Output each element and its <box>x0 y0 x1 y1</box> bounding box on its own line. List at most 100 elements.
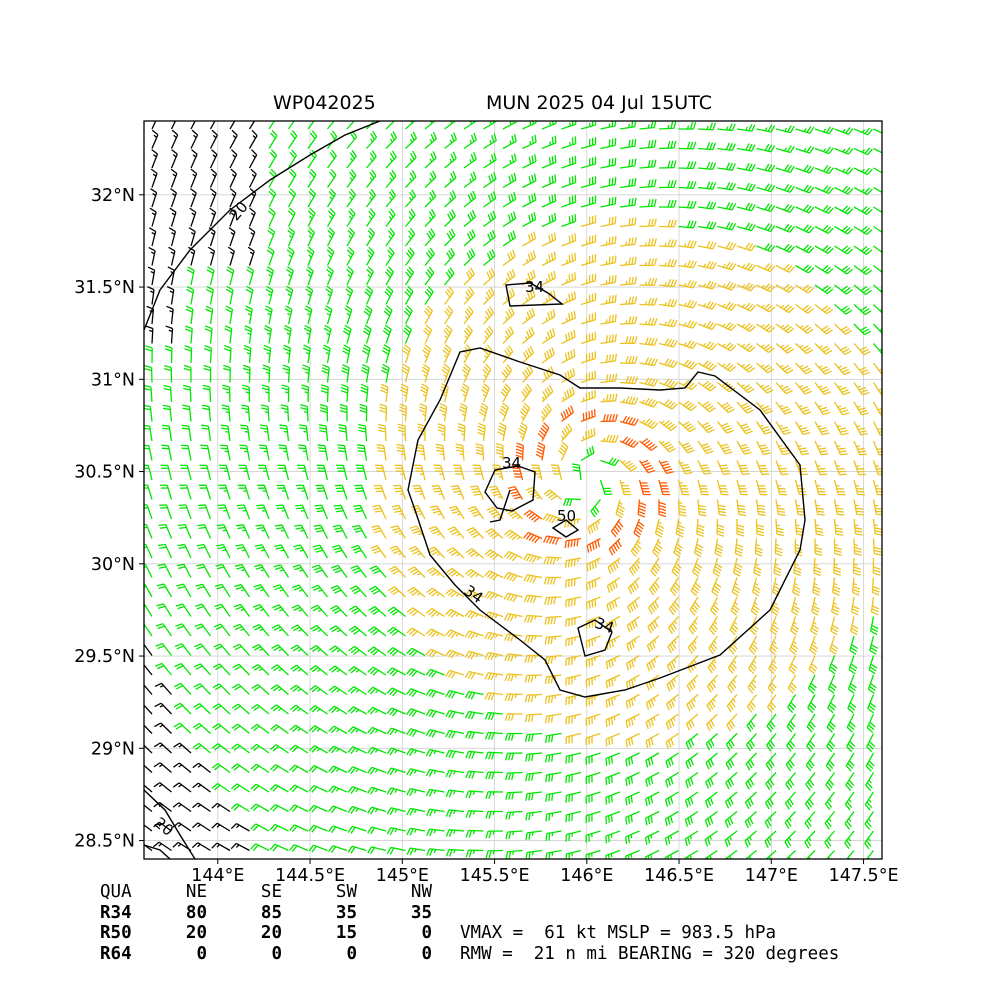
wind-barb <box>814 518 824 536</box>
wind-barb <box>245 285 254 305</box>
wind-barb <box>834 362 852 376</box>
wind-barb <box>792 577 801 597</box>
wind-barb <box>307 188 317 208</box>
wind-barb <box>463 248 476 266</box>
cell: 0 <box>421 943 432 964</box>
wind-barb <box>725 772 738 790</box>
wind-barb <box>144 583 153 598</box>
wind-barb <box>561 214 577 228</box>
wind-barb <box>287 149 298 169</box>
lon-tick-label: 146.5°E <box>644 866 714 886</box>
wind-barb <box>564 576 582 588</box>
wind-barb <box>505 830 523 840</box>
wind-barb <box>385 246 395 266</box>
wind-barb <box>269 803 289 813</box>
wind-barb <box>787 694 797 714</box>
wind-barb <box>385 150 397 169</box>
wind-barb <box>424 286 434 305</box>
wind-barb <box>304 305 313 325</box>
wind-barb <box>424 131 438 149</box>
wind-barb <box>193 703 211 715</box>
cell: 35 <box>335 902 357 923</box>
wind-barb <box>238 464 251 481</box>
wind-barb <box>231 763 250 774</box>
wind-barb <box>191 842 211 852</box>
lat-tick-label: 30.5°N <box>74 463 135 483</box>
wind-barb <box>658 318 678 328</box>
wind-barb <box>209 207 217 227</box>
wind-barb <box>795 125 815 134</box>
wind-barb <box>645 791 660 807</box>
wind-barb <box>329 605 348 617</box>
wind-barb <box>388 565 406 578</box>
wind-barb <box>785 850 796 859</box>
wind-barb <box>332 524 348 539</box>
wind-barb <box>180 464 192 481</box>
wind-barb <box>697 142 717 151</box>
wind-barb <box>833 557 842 576</box>
wind-barb <box>482 344 493 364</box>
wind-barb <box>678 299 698 309</box>
wind-barb <box>151 129 159 149</box>
wind-barb <box>192 782 211 793</box>
wind-barb <box>229 149 238 169</box>
wind-barb <box>289 824 309 833</box>
wind-barb <box>830 616 839 636</box>
wind-barb <box>276 484 290 500</box>
wind-barb <box>795 323 814 334</box>
wind-barb <box>326 149 337 169</box>
wind-barb <box>565 615 582 627</box>
wind-barb <box>751 577 761 597</box>
wind-barb <box>791 596 800 616</box>
wind-barb <box>522 154 537 169</box>
wind-barb <box>561 252 577 267</box>
wind-barb <box>600 314 617 325</box>
wind-barb <box>678 220 697 229</box>
wind-barb <box>550 464 563 481</box>
wind-barb <box>308 725 328 735</box>
wind-barb <box>314 504 329 520</box>
wind-barb <box>270 704 289 715</box>
wind-barb <box>625 752 640 767</box>
wind-barb <box>463 305 474 325</box>
wind-barb <box>250 843 270 852</box>
wind-barb <box>177 543 192 559</box>
wind-barb <box>234 583 251 598</box>
wind-barb <box>290 664 309 676</box>
wind-barb <box>250 823 270 832</box>
wind-barb <box>485 791 504 800</box>
wind-barb <box>564 557 582 568</box>
wind-barb <box>272 604 290 617</box>
wind-barb <box>585 771 601 785</box>
wind-barb <box>545 771 562 783</box>
wind-barb <box>853 264 873 276</box>
wind-barb <box>853 401 869 416</box>
wind-barb <box>853 479 866 496</box>
wind-barb <box>457 422 466 442</box>
wind-barb <box>463 190 477 208</box>
wind-barb <box>231 683 250 695</box>
wind-barb <box>367 746 387 755</box>
wind-barb <box>196 563 212 578</box>
wind-barb <box>425 708 445 718</box>
wind-barb <box>252 623 270 637</box>
wind-barb <box>367 646 387 657</box>
wind-barb <box>151 121 157 130</box>
wind-barb <box>795 303 814 314</box>
row-label: R64 <box>100 943 132 964</box>
wind-barb <box>308 844 328 853</box>
wind-barb <box>351 524 368 539</box>
wind-barb <box>258 464 270 481</box>
wind-barb <box>619 415 639 426</box>
wind-barb <box>503 550 523 562</box>
wind-barb <box>524 693 543 703</box>
wind-barb <box>444 209 456 227</box>
wind-barb <box>401 363 410 383</box>
wind-barb <box>270 744 289 754</box>
wind-barb <box>465 849 484 858</box>
wind-barb <box>736 123 756 132</box>
wind-barb <box>580 156 597 169</box>
wind-barb <box>385 131 398 149</box>
wind-barb <box>345 285 354 305</box>
wind-barb <box>795 145 815 154</box>
